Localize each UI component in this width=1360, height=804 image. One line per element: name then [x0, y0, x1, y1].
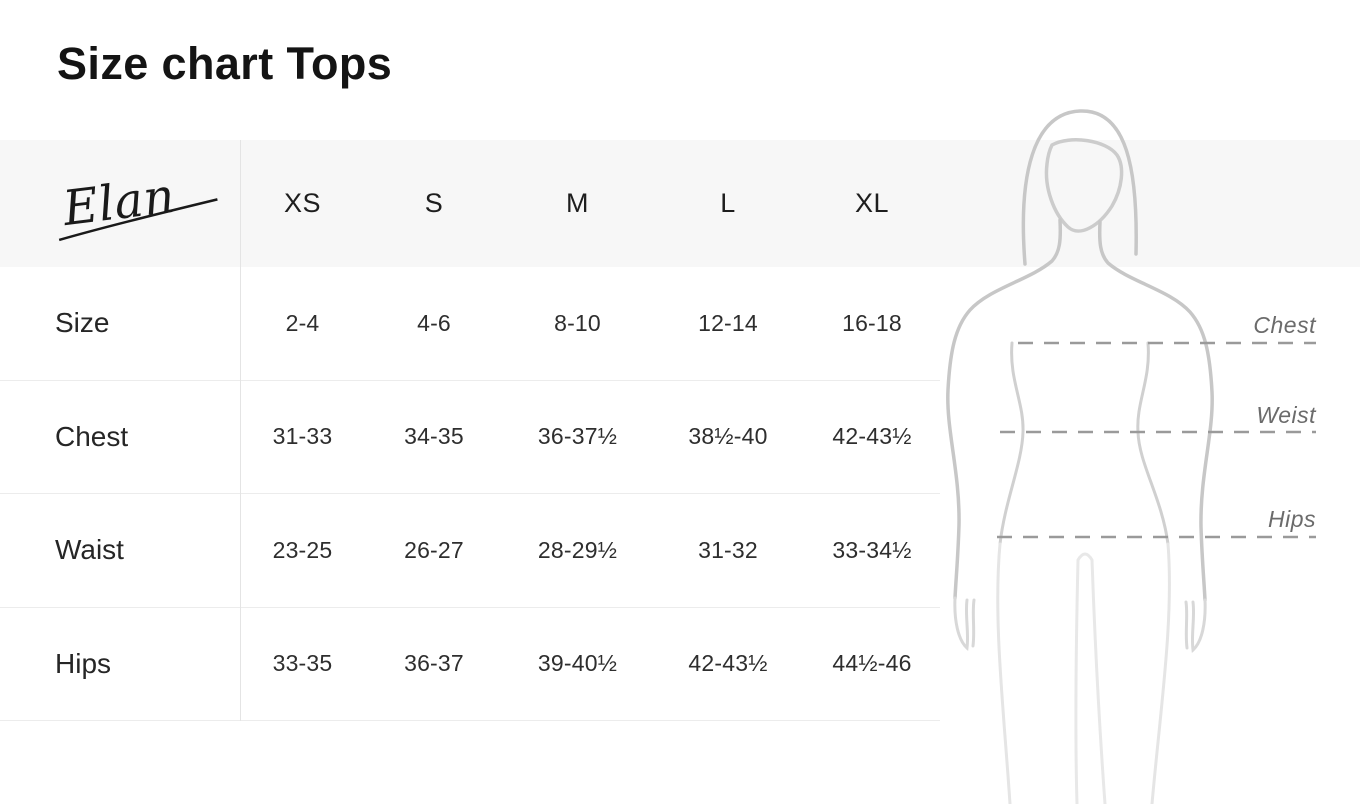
- chest-xs-value: 31-33: [272, 423, 333, 450]
- size-l-value: 12-14: [698, 309, 758, 336]
- svg-text:Elan: Elan: [59, 167, 178, 236]
- row-label-chest: Chest: [55, 420, 129, 452]
- waist-s-value: 26-27: [404, 536, 464, 563]
- waist-xl-value: 33-34½: [832, 536, 912, 563]
- chest-xl-value: 42-43½: [832, 423, 912, 450]
- table-row-size: Size 2-4 4-6 8-10 12-14 16-18: [0, 267, 940, 381]
- size-header-xl: XL: [854, 188, 890, 218]
- size-s-value: 4-6: [417, 309, 451, 336]
- size-m-value: 8-10: [554, 309, 601, 336]
- row-label-size: Size: [55, 307, 110, 339]
- hips-s-value: 36-37: [404, 650, 464, 677]
- hips-l-value: 42-43½: [688, 650, 768, 677]
- size-header-l: L: [720, 188, 736, 218]
- elan-logo-icon: Elan: [58, 167, 218, 241]
- chest-s-value: 34-35: [404, 423, 464, 450]
- chest-measure-label: Chest: [1253, 312, 1316, 338]
- page-title: Size chart Tops: [57, 38, 393, 89]
- chest-m-value: 36-37½: [537, 423, 618, 450]
- table-column-divider: [240, 140, 241, 721]
- row-label-waist: Waist: [55, 534, 124, 566]
- size-header-m: M: [566, 188, 589, 218]
- size-header-s: S: [424, 188, 444, 218]
- size-xl-value: 16-18: [842, 309, 902, 336]
- hips-xl-value: 44½-46: [832, 650, 912, 677]
- size-header-xs: XS: [283, 188, 322, 218]
- waist-l-value: 31-32: [698, 536, 758, 563]
- table-header-row: Elan XS S M L XL: [0, 140, 940, 267]
- size-table: Elan XS S M L XL Size 2-4 4-6 8-10 12-14…: [0, 140, 940, 721]
- table-row-chest: Chest 31-33 34-35 36-37½ 38½-40 42-43½: [0, 381, 940, 494]
- hips-measure-label: Hips: [1267, 506, 1316, 532]
- size-xs-value: 2-4: [285, 309, 320, 336]
- brand-logo: Elan: [0, 154, 240, 254]
- table-row-hips: Hips 33-35 36-37 39-40½ 42-43½ 44½-46: [0, 608, 940, 721]
- waist-m-value: 28-29½: [537, 536, 618, 563]
- row-label-hips: Hips: [55, 647, 112, 679]
- table-row-waist: Waist 23-25 26-27 28-29½ 31-32 33-34½: [0, 494, 940, 608]
- chest-l-value: 38½-40: [688, 423, 768, 450]
- waist-measure-label: Weist: [1256, 402, 1316, 428]
- hips-m-value: 39-40½: [537, 650, 618, 677]
- female-silhouette-icon: [946, 109, 1316, 804]
- table-header-band: [0, 140, 1360, 267]
- body-figure-illustration: [940, 100, 1360, 804]
- hips-xs-value: 33-35: [272, 650, 333, 677]
- waist-xs-value: 23-25: [272, 536, 333, 563]
